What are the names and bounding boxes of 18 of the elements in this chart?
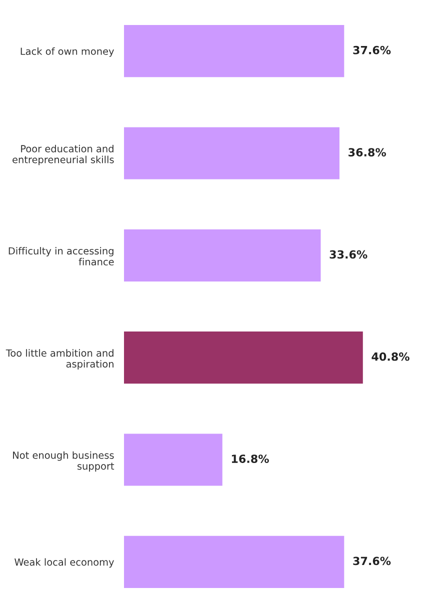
data-label: 37.6% <box>353 46 391 54</box>
data-label: 33.6% <box>330 250 368 259</box>
bar <box>124 332 363 384</box>
bar <box>124 25 344 78</box>
y-tick-label: Difficulty in accessing finance <box>8 247 114 266</box>
y-tick-label: Not enough business support <box>13 451 114 472</box>
y-tick-label: Poor education and entrepreneurial skills <box>12 144 114 166</box>
bar <box>124 536 344 588</box>
bar <box>124 434 222 486</box>
data-label: 40.8% <box>372 352 410 361</box>
data-label: 37.6% <box>353 556 391 566</box>
y-tick-label: Weak local economy <box>14 558 114 568</box>
y-tick-label: Lack of own money <box>20 47 114 57</box>
y-tick-label: Too little ambition and aspiration <box>6 349 114 370</box>
data-label: 16.8% <box>232 454 269 463</box>
bar <box>124 127 340 180</box>
bar <box>124 229 321 282</box>
data-label: 36.8% <box>348 148 386 156</box>
